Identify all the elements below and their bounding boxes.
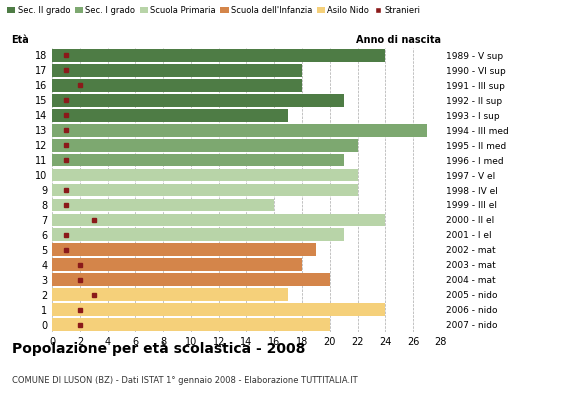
Bar [52,273,330,286]
Text: Età: Età [12,35,29,45]
Bar [52,109,288,122]
Bar [52,198,274,211]
Bar [52,288,288,301]
Bar [52,139,357,152]
Bar [52,169,357,182]
Bar [52,318,330,331]
Text: Popolazione per età scolastica - 2008: Popolazione per età scolastica - 2008 [12,342,305,356]
Bar [52,303,385,316]
Text: COMUNE DI LUSON (BZ) - Dati ISTAT 1° gennaio 2008 - Elaborazione TUTTITALIA.IT: COMUNE DI LUSON (BZ) - Dati ISTAT 1° gen… [12,376,357,385]
Bar [52,79,302,92]
Bar [52,244,316,256]
Bar [52,64,302,77]
Bar [52,124,427,136]
Text: Anno di nascita: Anno di nascita [356,35,441,45]
Bar [52,94,343,107]
Bar [52,49,385,62]
Bar [52,214,385,226]
Bar [52,184,357,196]
Bar [52,228,343,241]
Bar [52,154,343,166]
Bar [52,258,302,271]
Legend: Sec. II grado, Sec. I grado, Scuola Primaria, Scuola dell'Infanzia, Asilo Nido, : Sec. II grado, Sec. I grado, Scuola Prim… [7,6,420,15]
